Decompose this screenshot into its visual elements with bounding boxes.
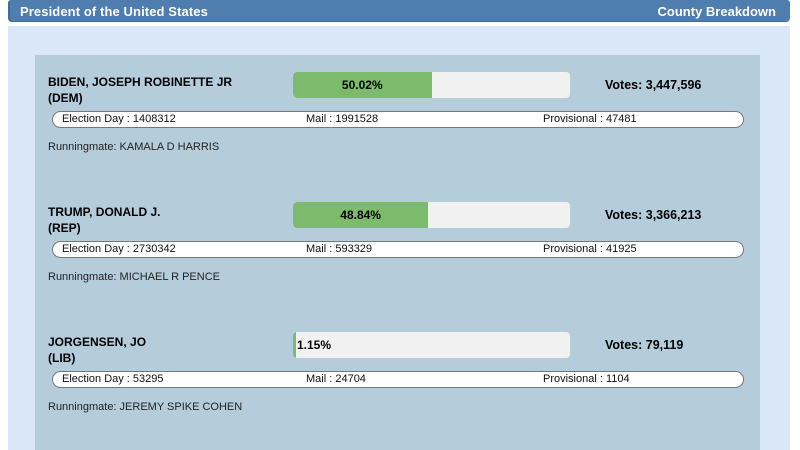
percent-bar: 50.02% [293,72,570,98]
runningmate: Runningmate: MICHAEL R PENCE [48,271,220,283]
county-breakdown-link[interactable]: County Breakdown [657,3,776,19]
mail-count: Mail : 593329 [306,243,373,255]
votes-total: Votes: 79,119 [605,338,684,352]
election-day-count: Election Day : 53295 [62,373,164,385]
candidate-party: (DEM) [48,91,83,105]
runningmate: Runningmate: JEREMY SPIKE COHEN [48,401,243,413]
mail-count: Mail : 1991528 [306,113,379,125]
candidate-block: BIDEN, JOSEPH ROBINETTE JR (DEM) 50.02% … [48,70,745,160]
contest-title: President of the United States [20,3,208,19]
votes-total: Votes: 3,366,213 [605,208,702,222]
percent-label: 50.02% [341,78,383,92]
percent-fill [293,202,429,228]
percent-label: 48.84% [340,208,381,222]
candidate-party: (REP) [48,221,81,235]
runningmate: Runningmate: KAMALA D HARRIS [48,141,220,153]
results-panel: BIDEN, JOSEPH ROBINETTE JR (DEM) 50.02% … [8,26,790,450]
percent-label: 1.15% [297,338,332,352]
candidate-block: JORGENSEN, JO (LIB) 1.15% Votes: 79,119 … [48,330,745,420]
candidate-name: TRUMP, DONALD J. (REP) [48,204,290,236]
percent-bar: 48.84% [293,202,570,228]
candidate-name-text: TRUMP, DONALD J. [48,205,161,219]
candidate-party: (LIB) [48,351,76,365]
candidate-name-text: JORGENSEN, JO [48,335,147,349]
vote-breakdown-pill: Election Day : 53295 Mail : 24704 Provis… [52,371,744,388]
vote-breakdown-pill: Election Day : 2730342 Mail : 593329 Pro… [52,241,744,258]
candidates-card: BIDEN, JOSEPH ROBINETTE JR (DEM) 50.02% … [35,55,760,450]
percent-fill [293,72,432,98]
candidate-block: TRUMP, DONALD J. (REP) 48.84% Votes: 3,3… [48,200,745,290]
contest-header: President of the United States County Br… [8,0,790,22]
votes-total: Votes: 3,447,596 [605,78,702,92]
election-day-count: Election Day : 1408312 [62,113,176,125]
mail-count: Mail : 24704 [306,373,366,385]
percent-fill [293,332,297,358]
vote-breakdown-pill: Election Day : 1408312 Mail : 1991528 Pr… [52,111,744,128]
candidate-name: BIDEN, JOSEPH ROBINETTE JR (DEM) [48,74,290,106]
provisional-count: Provisional : 41925 [543,243,637,255]
election-day-count: Election Day : 2730342 [62,243,176,255]
provisional-count: Provisional : 1104 [543,373,630,385]
provisional-count: Provisional : 47481 [543,113,637,125]
percent-bar: 1.15% [293,332,570,358]
candidate-name-text: BIDEN, JOSEPH ROBINETTE JR [48,75,233,89]
candidate-name: JORGENSEN, JO (LIB) [48,334,290,366]
